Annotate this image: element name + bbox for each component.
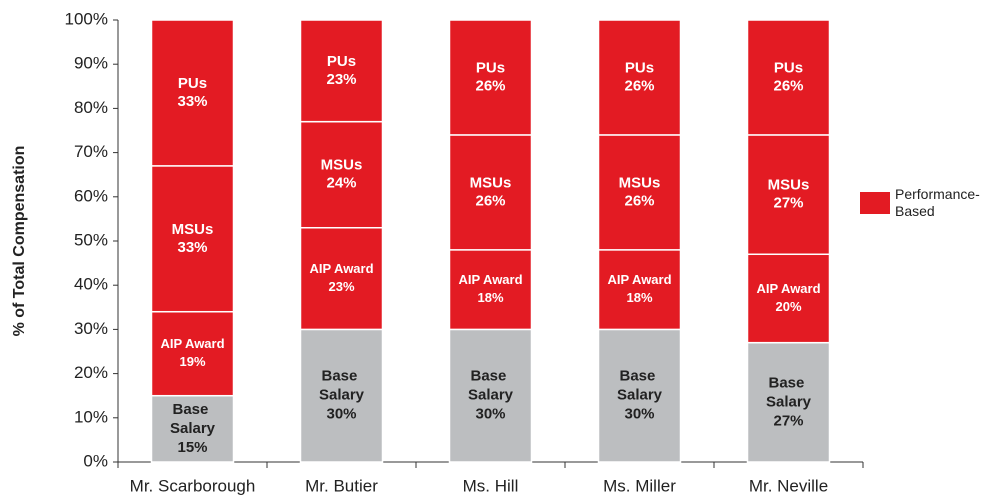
segment-label: Base Salary <box>468 368 514 404</box>
y-tick-label: 40% <box>74 275 108 294</box>
y-tick-label: 60% <box>74 186 108 205</box>
value-label: 15% <box>177 439 207 456</box>
value-label: 30% <box>624 406 654 423</box>
segment-label: Base Salary <box>766 374 812 410</box>
bar-segment <box>448 134 533 251</box>
bar-segment <box>597 134 682 251</box>
y-tick-label: 100% <box>65 9 108 28</box>
segment-label: AIP Award <box>756 281 820 296</box>
bar-segment <box>746 341 831 463</box>
value-label: 26% <box>475 77 505 94</box>
value-label: 27% <box>773 412 803 429</box>
y-tick-label: 70% <box>74 142 108 161</box>
value-label: 33% <box>177 93 207 110</box>
segment-label: AIP Award <box>160 336 224 351</box>
y-tick-label: 30% <box>74 319 108 338</box>
bar-segment <box>597 19 682 136</box>
y-axis-label: % of Total Compensation <box>11 146 28 337</box>
legend-swatch <box>860 192 890 214</box>
bar-segment <box>299 328 384 463</box>
segment-label: MSUs <box>470 174 512 191</box>
segment-label: AIP Award <box>607 272 671 287</box>
value-label: 26% <box>624 192 654 209</box>
value-label: 18% <box>477 290 503 305</box>
x-tick-label: Mr. Neville <box>749 476 828 495</box>
value-label: 23% <box>328 279 354 294</box>
segment-label: MSUs <box>619 174 661 191</box>
x-tick-label: Mr. Butier <box>305 476 378 495</box>
bar-segment <box>150 165 235 313</box>
value-label: 33% <box>177 239 207 256</box>
segment-label: MSUs <box>768 177 810 194</box>
value-label: 26% <box>773 77 803 94</box>
value-label: 26% <box>475 192 505 209</box>
value-label: 20% <box>775 299 801 314</box>
y-tick-label: 20% <box>74 363 108 382</box>
segment-label: Base Salary <box>319 368 365 404</box>
bar-segment <box>597 328 682 463</box>
y-tick-label: 0% <box>83 451 108 470</box>
bar-segment <box>150 19 235 167</box>
bar-segment <box>597 249 682 331</box>
bar-segment <box>448 249 533 331</box>
segment-label: AIP Award <box>458 272 522 287</box>
segment-label: PUs <box>774 59 803 76</box>
bar-segment <box>299 19 384 123</box>
bar-segment <box>746 134 831 256</box>
x-tick-label: Ms. Hill <box>463 476 519 495</box>
segment-label: PUs <box>625 59 654 76</box>
value-label: 27% <box>773 195 803 212</box>
y-tick-label: 80% <box>74 98 108 117</box>
value-label: 30% <box>326 406 356 423</box>
y-tick-label: 90% <box>74 54 108 73</box>
y-tick-label: 50% <box>74 230 108 249</box>
segment-label: MSUs <box>321 157 363 174</box>
segment-label: PUs <box>476 59 505 76</box>
bar-segment <box>746 19 831 136</box>
y-tick-label: 10% <box>74 407 108 426</box>
x-tick-label: Mr. Scarborough <box>130 476 256 495</box>
segment-label: AIP Award <box>309 261 373 276</box>
bar-segment <box>299 120 384 229</box>
value-label: 24% <box>326 175 356 192</box>
value-label: 30% <box>475 406 505 423</box>
legend-label: Performance-Based <box>895 186 980 219</box>
x-tick-label: Ms. Miller <box>603 476 676 495</box>
value-label: 23% <box>326 71 356 88</box>
segment-label: PUs <box>178 75 207 92</box>
bar-segment <box>299 226 384 331</box>
segment-label: Base Salary <box>617 368 663 404</box>
bar-segment <box>746 253 831 344</box>
value-label: 19% <box>179 354 205 369</box>
segment-label: Base Salary <box>170 401 216 437</box>
segment-label: MSUs <box>172 221 214 238</box>
value-label: 18% <box>626 290 652 305</box>
segment-label: PUs <box>327 53 356 70</box>
bar-segment <box>448 19 533 136</box>
value-label: 26% <box>624 77 654 94</box>
